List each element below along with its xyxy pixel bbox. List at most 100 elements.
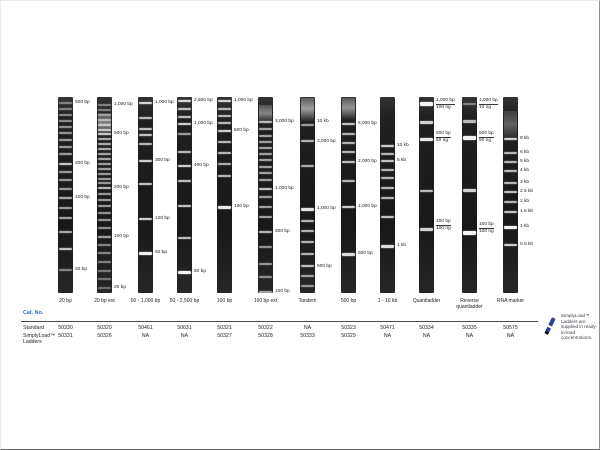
gel-band — [463, 119, 476, 123]
band-size-label: 2,500 bp — [194, 97, 213, 103]
catalog-number: 50330 — [58, 324, 73, 331]
catalog-number: 50320 — [97, 324, 112, 331]
gel-lane-quantladder — [419, 97, 434, 293]
gel-lane-20-bp-ext — [97, 97, 112, 293]
band-size-label: 100 bp — [275, 288, 290, 294]
gel-band — [98, 178, 111, 180]
gel-band — [259, 246, 272, 248]
gel-band — [98, 138, 111, 140]
band-size-label: 500 bp — [436, 131, 451, 138]
gel-band — [218, 175, 231, 177]
gel-band — [139, 128, 152, 130]
pipette-icon — [544, 317, 556, 335]
band-size-label: 4 kb — [520, 167, 530, 173]
gel-band — [59, 132, 72, 134]
gel-band — [420, 102, 433, 106]
gel-band — [139, 117, 152, 119]
gel-band — [98, 168, 111, 170]
gel-band — [178, 270, 191, 274]
gel-band — [178, 165, 191, 167]
lane-name-label: 100 bp ext — [253, 298, 278, 304]
band-size-label: 100 bp — [234, 203, 249, 209]
lane-name-label: Quantladder — [412, 298, 441, 304]
band-size-label: 100 bp — [155, 215, 170, 221]
band-size-label: 1,000 bp — [275, 185, 294, 191]
gel-band — [504, 170, 517, 172]
band-mass-label: 50 ng — [436, 137, 449, 143]
gel-lane-100-bp-ext — [258, 97, 273, 293]
gel-band — [98, 129, 111, 131]
gel-band — [259, 188, 272, 190]
gel-band — [420, 120, 433, 124]
gel-lane-500-bp — [341, 97, 356, 293]
catalog-number: 50471 — [380, 324, 395, 331]
catalog-number: 50326 — [97, 332, 112, 339]
gel-band — [259, 206, 272, 208]
gel-band — [218, 108, 231, 110]
gel-band — [98, 109, 111, 111]
gel-band — [139, 102, 152, 104]
band-size-label: 6 kb — [520, 149, 530, 155]
note-text: SimplyLoad™ Ladders are supplied in read… — [561, 313, 598, 341]
lane-name-label: RNA marker — [496, 298, 525, 304]
lane-name-label: 50 - 1,000 bp — [130, 298, 161, 304]
gel-band — [218, 130, 231, 132]
band-size-label: 50 bp — [155, 249, 168, 255]
band-size-label: 100 bp — [436, 219, 451, 226]
gel-band — [178, 151, 191, 153]
lane-name-label: Tandem — [298, 298, 317, 304]
gel-band — [342, 133, 355, 135]
band-size-label: 3 kb — [520, 179, 530, 185]
gel-smear — [259, 105, 272, 123]
catalog-number: NA — [141, 332, 150, 339]
band-size-label: 5,000 bp — [358, 120, 377, 126]
gel-band — [178, 100, 191, 102]
gel-band — [381, 244, 394, 248]
catalog-number: NA — [383, 332, 392, 339]
gel-band — [381, 160, 394, 162]
gel-band — [342, 252, 355, 256]
band-size-label: 300 bp — [155, 157, 170, 163]
gel-band — [259, 159, 272, 161]
gel-band — [259, 121, 272, 123]
band-mass-label: 50 ng — [479, 137, 492, 143]
gel-band — [59, 188, 72, 190]
gel-band — [98, 187, 111, 189]
gel-smear — [301, 98, 314, 122]
gel-band — [301, 165, 314, 167]
band-mass-label: 10 ng — [479, 104, 492, 110]
band-size-label: 2 kb — [520, 198, 530, 204]
gel-band — [463, 103, 476, 105]
gel-band — [259, 128, 272, 130]
gel-band — [98, 244, 111, 246]
gel-band — [98, 114, 111, 116]
band-size-label: 1,000 bp — [358, 203, 377, 209]
band-size-label: 2.5 kb — [520, 188, 534, 194]
gel-band — [301, 285, 314, 287]
band-size-label: 1,000 bp — [114, 101, 133, 107]
gel-lane-20-bp — [58, 97, 73, 293]
band-size-label: 1 kb — [520, 223, 530, 229]
gel-band — [218, 141, 231, 143]
gel-band — [59, 139, 72, 141]
gel-band — [504, 138, 517, 140]
band-size-label: 1,000 bp — [194, 120, 213, 126]
gel-band — [381, 197, 394, 199]
band-size-label: 100 bp — [479, 222, 494, 229]
band-size-label: 50 bp — [194, 268, 207, 274]
gel-band — [381, 187, 394, 189]
gel-band — [98, 261, 111, 263]
band-quantity-label: 100 bp 100 ng — [436, 219, 451, 231]
band-size-label: 500 bp — [75, 99, 90, 105]
catalog-number: NA — [506, 332, 515, 339]
gel-band — [98, 227, 111, 229]
lane-name-label: 50 - 2,500 bp — [169, 298, 200, 304]
row-label-standard: Standard — [23, 324, 45, 331]
gel-band — [342, 123, 355, 125]
gel-band — [139, 251, 152, 255]
band-size-label: 2,000 bp — [358, 158, 377, 164]
catalog-number: NA — [422, 332, 431, 339]
gel-band — [301, 124, 314, 126]
gel-band — [178, 205, 191, 207]
